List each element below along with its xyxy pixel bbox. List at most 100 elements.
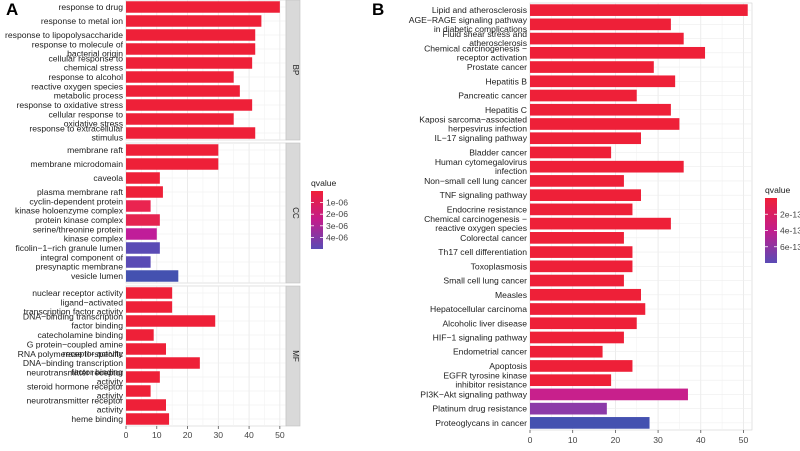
- x-tick-label: 20: [611, 435, 621, 445]
- bar-steroid-hormone-receptor-activity-label: activity: [97, 391, 124, 401]
- bar-proteoglycans-in-cancer-label: Proteoglycans in cancer: [435, 418, 527, 428]
- bar-serine-threonine-protein-kinase-complex-label: kinase complex: [64, 234, 124, 244]
- bar-fluid-shear-stress-and-atherosclerosis-label: Fluid shear stress and: [442, 29, 527, 39]
- bar-ficolin-1-rich-granule-lumen: [126, 242, 160, 254]
- x-tick-label: 0: [124, 430, 129, 440]
- bar-neurotransmitter-receptor-activity: [126, 399, 166, 411]
- bar-tnf-signaling-pathway-label: TNF signaling pathway: [440, 190, 528, 200]
- x-tick-label: 50: [739, 435, 749, 445]
- x-tick-label: 30: [214, 430, 224, 440]
- bar-neurotransmitter-receptor-activity-label: neurotransmitter receptor: [27, 396, 124, 406]
- legend-tick-label: 1e-06: [326, 198, 348, 208]
- bar-cellular-response-to-oxidative-stress-label: oxidative stress: [64, 119, 123, 129]
- bar-response-to-metal-ion: [126, 15, 262, 27]
- bar-alcoholic-liver-disease: [530, 317, 637, 330]
- bar-endometrial-cancer-label: Endometrial cancer: [453, 347, 527, 357]
- bar-catecholamine-binding-label: catecholamine binding: [37, 330, 123, 340]
- bar-ficolin-1-rich-granule-lumen-label: ficolin−1−rich granule lumen: [16, 243, 124, 253]
- bar-non-small-cell-lung-cancer: [530, 175, 624, 187]
- facet-strip-label: MF: [291, 350, 300, 362]
- bar-neurotransmitter-receptor-activity-label: activity: [97, 377, 124, 387]
- bar-response-to-metal-ion-label: response to metal ion: [41, 16, 123, 26]
- bar-apoptosis-label: Apoptosis: [489, 361, 527, 371]
- bar-tnf-signaling-pathway: [530, 189, 641, 201]
- bar-human-cytomegalovirus-infection: [530, 160, 684, 173]
- bar-vesicle-lumen-label: vesicle lumen: [71, 271, 123, 281]
- bar-cellular-response-to-chemical-stress-label: cellular response to: [48, 54, 123, 64]
- facet-strip-label: BP: [291, 65, 300, 76]
- bar-caveola: [126, 172, 160, 184]
- bar-chemical-carcinogenesis-receptor-activation-label: receptor activation: [457, 52, 527, 62]
- bar-response-to-lipopolysaccharide: [126, 29, 256, 41]
- bar-proteoglycans-in-cancer: [530, 417, 650, 429]
- bar-serine-threonine-protein-kinase-complex-label: serine/threonine protein: [33, 225, 124, 235]
- bar-response-to-drug: [126, 1, 280, 13]
- bar-response-to-molecule-of-bacterial-origin-label: bacterial origin: [67, 49, 123, 59]
- bar-membrane-microdomain-label: membrane microdomain: [30, 159, 123, 169]
- bar-rna-polymerase-ii-specific-dna-binding-transcription-factor-binding: [126, 357, 200, 369]
- bar-g-protein-coupled-amine-receptor-activity-label: receptor activity: [63, 349, 124, 359]
- x-tick-label: 40: [244, 430, 254, 440]
- x-tick-label: 10: [568, 435, 578, 445]
- bar-reactive-oxygen-species-metabolic-process-label: metabolic process: [54, 91, 123, 101]
- bar-chemical-carcinogenesis-reactive-oxygen-species-label: reactive oxygen species: [435, 223, 527, 233]
- bar-plasma-membrane-raft: [126, 186, 163, 198]
- bar-membrane-raft-label: membrane raft: [67, 145, 123, 155]
- bar-integral-component-of-presynaptic-membrane-label: presynaptic membrane: [36, 262, 124, 272]
- bar-th17-cell-differentiation-label: Th17 cell differentiation: [438, 247, 527, 257]
- bar-ligand-activated-transcription-factor-activity-label: ligand−activated: [61, 298, 124, 308]
- bar-hepatitis-c: [530, 103, 671, 116]
- legend-title: qvalue: [765, 185, 791, 195]
- bar-reactive-oxygen-species-metabolic-process: [126, 85, 240, 97]
- bar-alcoholic-liver-disease-label: Alcoholic liver disease: [442, 318, 527, 328]
- bar-endocrine-resistance-label: Endocrine resistance: [447, 204, 527, 214]
- bar-lipid-and-atherosclerosis: [530, 4, 748, 16]
- bar-ligand-activated-transcription-factor-activity-label: transcription factor activity: [24, 307, 124, 317]
- bar-rna-polymerase-ii-specific-dna-binding-transcription-factor-binding-label: factor binding: [71, 367, 123, 377]
- bar-human-cytomegalovirus-infection-label: infection: [495, 166, 527, 176]
- bar-steroid-hormone-receptor-activity: [126, 385, 151, 397]
- bar-heme-binding: [126, 413, 170, 425]
- bar-protein-kinase-complex: [126, 214, 160, 226]
- bar-heme-binding-label: heme binding: [71, 414, 123, 424]
- bar-catecholamine-binding: [126, 329, 154, 341]
- legend-colorbar: [311, 191, 323, 249]
- bar-fluid-shear-stress-and-atherosclerosis-label: atherosclerosis: [469, 38, 527, 48]
- x-tick-label: 20: [183, 430, 193, 440]
- bar-hif-1-signaling-pathway: [530, 331, 624, 344]
- panel-a-chart: response to drug response to metal ion res…: [5, 0, 348, 440]
- bar-human-cytomegalovirus-infection-label: Human cytomegalovirus: [435, 157, 527, 167]
- bar-colorectal-cancer-label: Colorectal cancer: [460, 233, 527, 243]
- bar-integral-component-of-presynaptic-membrane: [126, 256, 151, 268]
- bar-lipid-and-atherosclerosis-label: Lipid and atherosclerosis: [432, 5, 527, 15]
- bar-egfr-tyrosine-kinase-inhibitor-resistance-label: inhibitor resistance: [455, 380, 527, 390]
- bar-il-17-signaling-pathway: [530, 132, 641, 145]
- bar-nuclear-receptor-activity: [126, 287, 173, 299]
- bar-membrane-raft: [126, 144, 219, 156]
- bar-prostate-cancer-label: Prostate cancer: [467, 62, 527, 72]
- x-tick-label: 0: [528, 435, 533, 445]
- bar-endocrine-resistance: [530, 203, 633, 216]
- bar-ligand-activated-transcription-factor-activity: [126, 301, 173, 313]
- bar-chemical-carcinogenesis-receptor-activation: [530, 46, 706, 59]
- bar-th17-cell-differentiation: [530, 246, 633, 258]
- bar-dna-binding-transcription-factor-binding: [126, 315, 216, 327]
- bar-toxoplasmosis: [530, 260, 633, 273]
- bar-hif-1-signaling-pathway-label: HIF−1 signaling pathway: [433, 332, 528, 342]
- bar-protein-kinase-complex-label: protein kinase complex: [35, 215, 124, 225]
- bar-hepatocellular-carcinoma: [530, 303, 646, 315]
- bar-fluid-shear-stress-and-atherosclerosis: [530, 32, 684, 45]
- bar-hepatocellular-carcinoma-label: Hepatocellular carcinoma: [430, 304, 527, 314]
- x-tick-label: 30: [653, 435, 663, 445]
- bar-hepatitis-c-label: Hepatitis C: [485, 105, 527, 115]
- bar-kaposi-sarcoma-associated-herpesvirus-infection-label: Kaposi sarcoma−associated: [419, 114, 527, 124]
- bar-nuclear-receptor-activity-label: nuclear receptor activity: [32, 288, 123, 298]
- panel-b-letter: B: [372, 0, 384, 19]
- bar-response-to-extracellular-stimulus: [126, 127, 256, 139]
- plot-frame: [529, 2, 753, 431]
- bar-neurotransmitter-receptor-activity-label: activity: [97, 405, 124, 415]
- bar-membrane-microdomain: [126, 158, 219, 170]
- bar-prostate-cancer: [530, 61, 654, 73]
